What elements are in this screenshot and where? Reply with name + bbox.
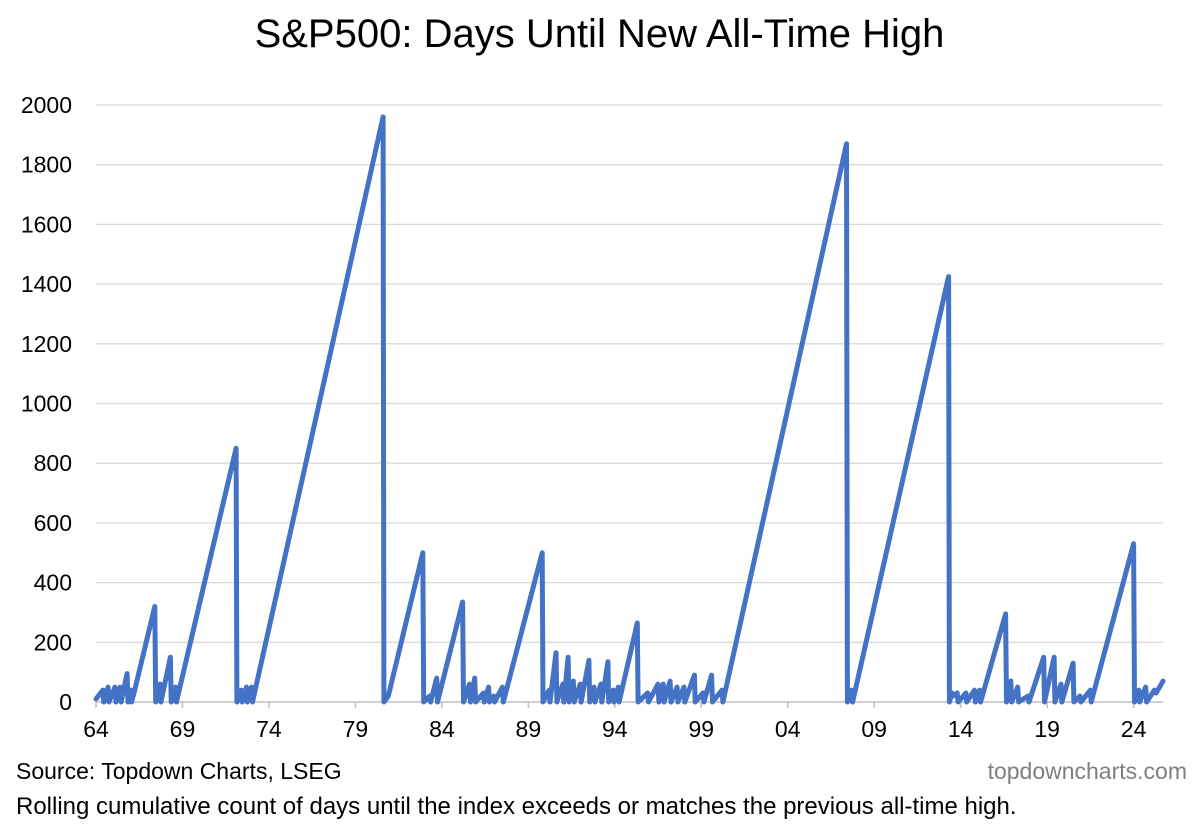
y-tick-label: 600: [34, 510, 72, 536]
chart-footnote: Rolling cumulative count of days until t…: [16, 793, 1017, 820]
y-axis: 0 200 400 600 800 1000 1200 1400 1600 1800 2000: [21, 92, 72, 715]
y-tick-label: 1800: [21, 152, 72, 178]
y-tick-label: 200: [34, 629, 72, 655]
y-tick-label: 800: [34, 450, 72, 476]
chart-title: S&P500: Days Until New All-Time High: [254, 12, 945, 56]
x-tick-label: 14: [948, 716, 974, 742]
x-tick-label: 19: [1034, 716, 1060, 742]
y-tick-label: 1200: [21, 331, 72, 357]
y-tick-label: 1000: [21, 391, 72, 417]
x-tick-label: 99: [688, 716, 714, 742]
x-tick-label: 79: [343, 716, 369, 742]
x-tick-label: 09: [861, 716, 887, 742]
site-watermark: topdowncharts.com: [987, 758, 1187, 784]
x-tick-label: 94: [602, 716, 628, 742]
y-tick-label: 1400: [21, 271, 72, 297]
x-tick-label: 89: [516, 716, 542, 742]
x-tick-label: 84: [429, 716, 455, 742]
y-tick-label: 0: [59, 689, 72, 715]
x-tick-label: 04: [775, 716, 801, 742]
y-tick-label: 1600: [21, 211, 72, 237]
x-tick-label: 24: [1121, 716, 1147, 742]
series-line-0: [93, 114, 1166, 705]
y-tick-label: 2000: [21, 92, 72, 118]
x-tick-label: 69: [170, 716, 196, 742]
source-note: Source: Topdown Charts, LSEG: [16, 758, 342, 784]
x-axis: 64 69 74 79 84 89 94 99 04 09 14 19 24: [83, 702, 1147, 742]
x-tick-label: 64: [83, 716, 109, 742]
series-group: [93, 114, 1166, 705]
gridlines: [96, 104, 1163, 643]
y-tick-label: 400: [34, 570, 72, 596]
x-tick-label: 74: [256, 716, 282, 742]
